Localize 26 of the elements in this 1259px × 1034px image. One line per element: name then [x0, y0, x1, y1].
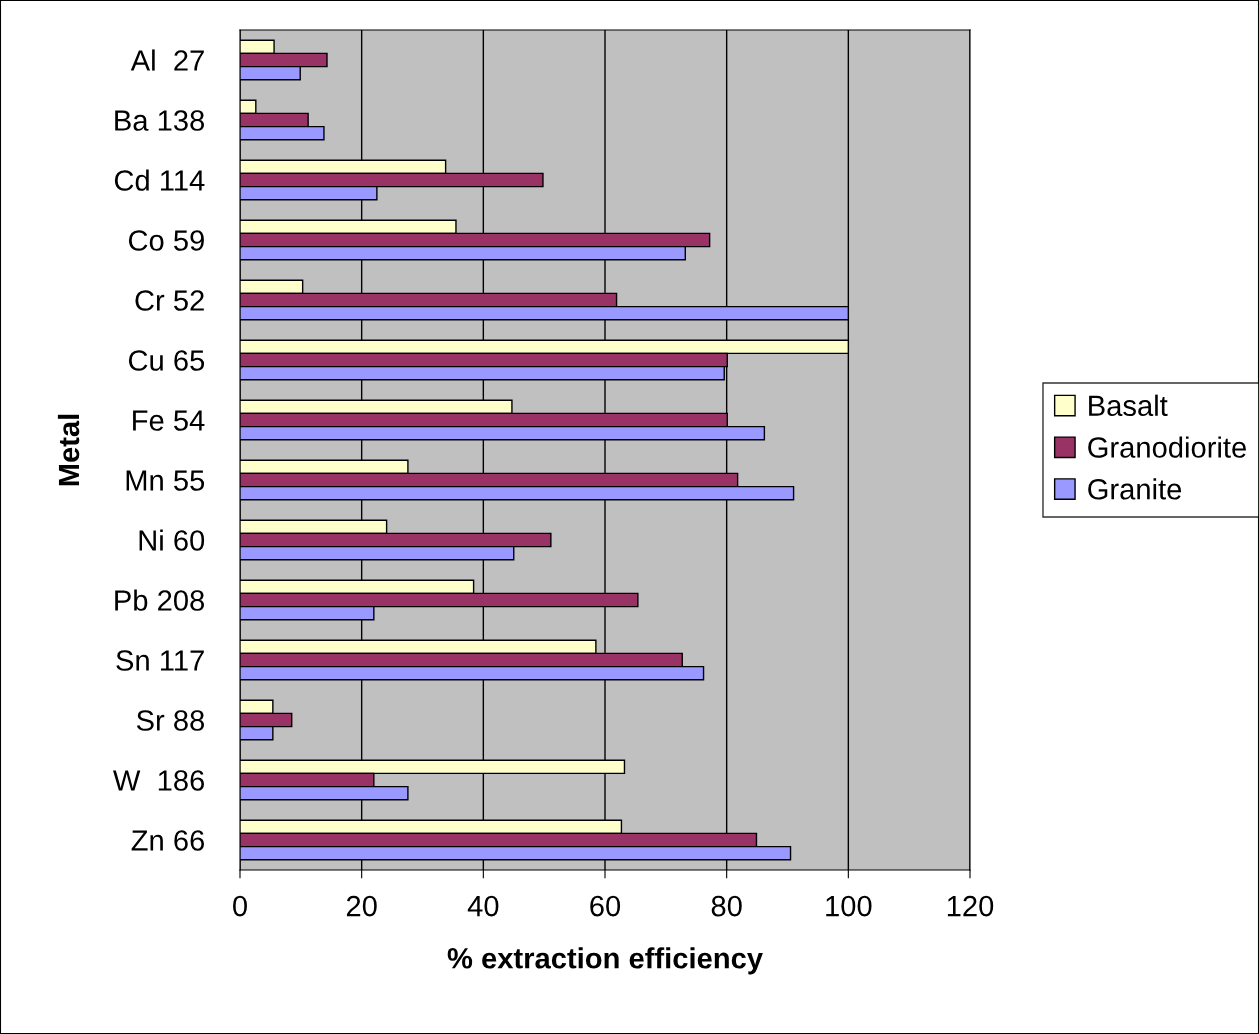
x-axis-title: % extraction efficiency [447, 947, 763, 975]
y-tick-label: Co 59 [128, 230, 204, 251]
x-tick-label: 100 [826, 895, 872, 917]
y-tick-label: W 186 [113, 770, 204, 791]
y-tick-label: Cd 114 [114, 169, 205, 191]
y-axis-title: Metal [57, 414, 80, 486]
y-tick-label: Al 27 [130, 49, 204, 71]
y-tick-label: Fe 54 [133, 410, 205, 431]
y-tick-label: Zn 66 [131, 830, 204, 851]
legend-label: Granite [1088, 478, 1182, 500]
y-tick-label: Pb 208 [115, 589, 205, 611]
y-tick-label: Cr 52 [135, 290, 204, 311]
x-tick-label: 80 [711, 895, 742, 917]
x-tick-label: 120 [947, 895, 994, 917]
y-tick-label: Mn 55 [126, 470, 205, 491]
y-tick-label: Sn 117 [116, 650, 204, 671]
y-tick-label: Ni 60 [139, 529, 205, 551]
y-tick-label: Cu 65 [128, 350, 205, 371]
y-tick-label: Sr 88 [136, 710, 205, 731]
legend-label: Granodiorite [1088, 436, 1246, 458]
x-tick-label: 0 [233, 895, 247, 917]
y-tick-label: Ba 138 [115, 110, 205, 131]
x-tick-label: 20 [346, 895, 377, 917]
legend-label: Basalt [1089, 394, 1168, 417]
x-tick-label: 60 [590, 895, 621, 917]
x-tick-label: 40 [467, 895, 499, 917]
